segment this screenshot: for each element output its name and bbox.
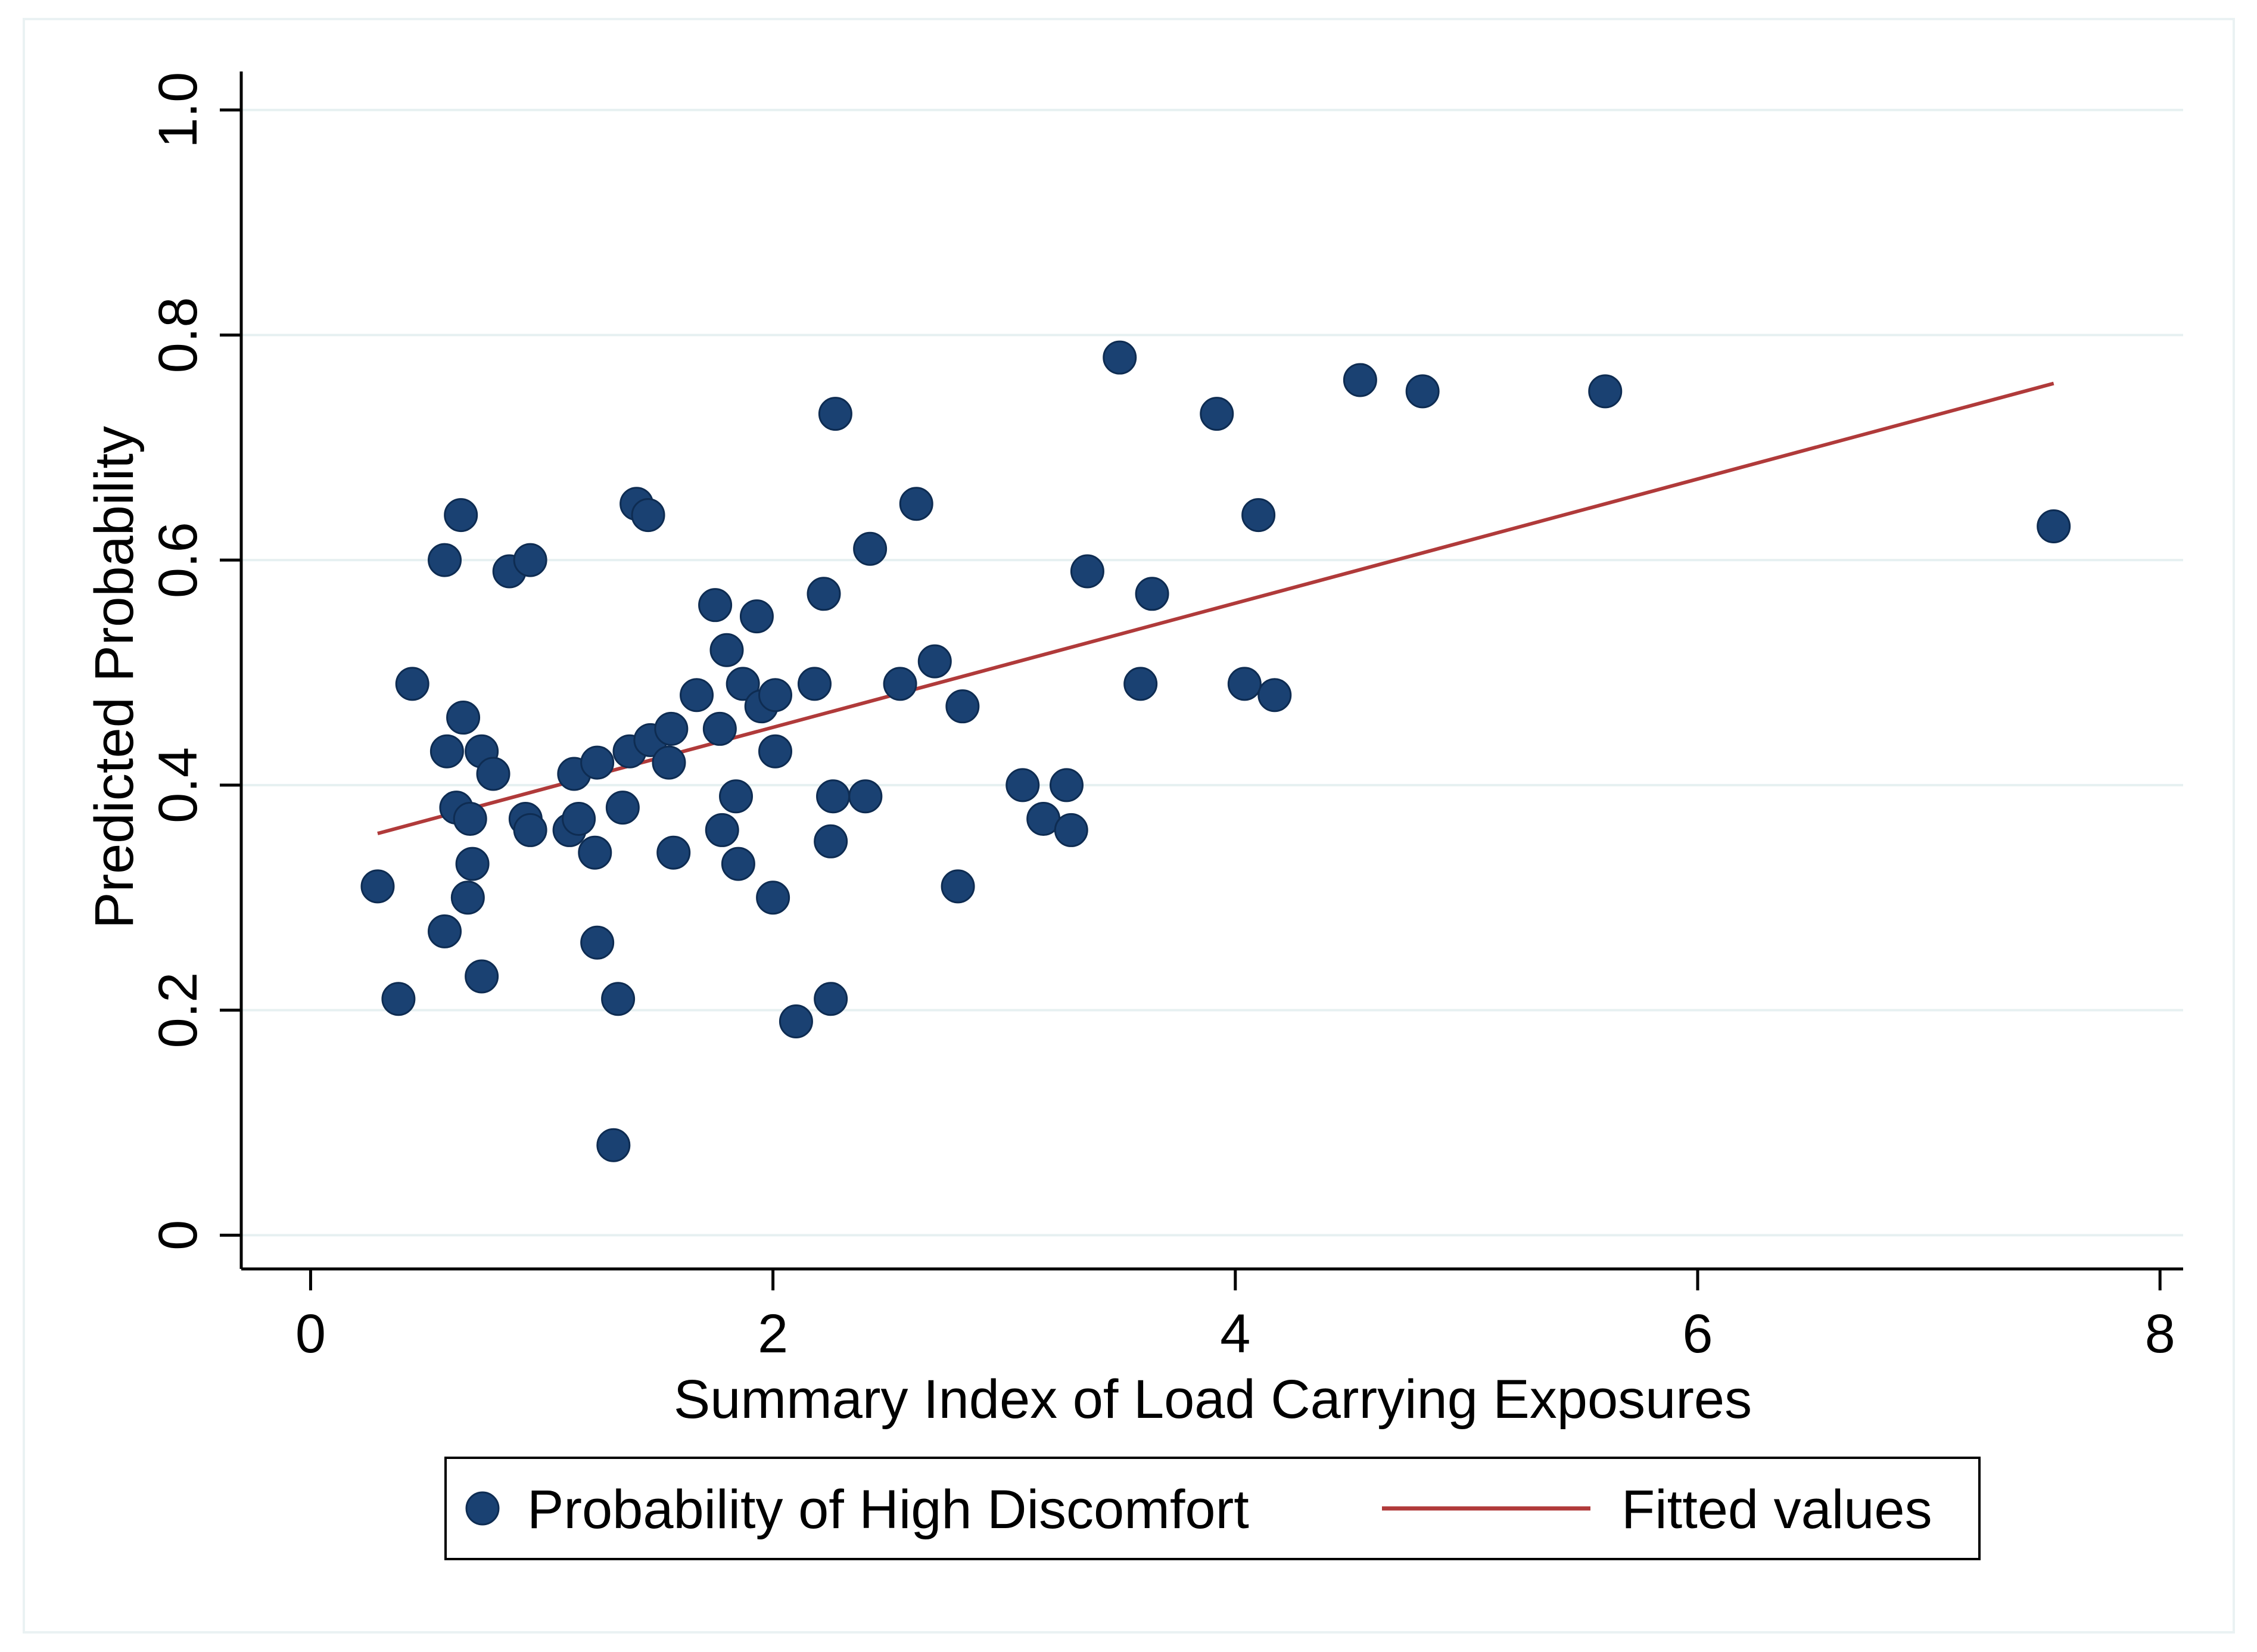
data-point-73 [1257,678,1292,713]
data-point-26 [601,982,636,1016]
data-point-43 [739,599,774,634]
data-point-48 [779,1004,813,1038]
data-point-27 [605,791,640,825]
data-point-2 [395,667,429,701]
x-axis-label: Summary Index of Load Carrying Exposures [674,1369,1752,1430]
data-point-36 [698,588,733,623]
chart-frame [23,18,2235,1634]
data-point-25 [596,1128,631,1162]
y-tick-label-3: 0.6 [148,522,208,598]
data-point-47 [758,734,792,769]
data-point-52 [814,982,848,1016]
legend-label-fit: Fitted values [1621,1479,1932,1540]
data-point-45 [756,881,790,915]
y-tick-label-0: 0 [148,1220,208,1250]
data-point-10 [453,802,487,836]
data-point-69 [1135,577,1169,611]
x-tick-label-0: 0 [295,1303,326,1364]
data-point-0 [360,869,395,904]
data-point-7 [444,498,478,533]
data-point-42 [726,667,760,701]
data-point-71 [1227,667,1262,701]
data-point-41 [721,847,755,881]
data-point-18 [513,543,547,577]
data-point-3 [428,543,462,577]
data-point-40 [719,779,754,814]
data-point-37 [702,711,737,746]
data-point-60 [941,869,975,904]
data-point-11 [455,847,490,881]
x-tick-label-1: 2 [758,1303,788,1364]
y-tick-label-5: 1.0 [148,72,208,148]
data-point-33 [654,711,689,746]
data-point-65 [1054,813,1088,847]
data-point-72 [1241,498,1276,533]
data-point-56 [853,531,888,566]
points-layer [360,340,2071,1162]
data-point-70 [1200,397,1234,431]
data-point-24 [580,925,615,960]
data-point-77 [2037,509,2071,543]
data-point-8 [446,701,481,735]
x-tick-label-2: 4 [1220,1303,1250,1364]
axis-labels: Summary Index of Load Carrying Exposures… [84,426,1752,1430]
data-point-66 [1070,554,1104,589]
data-point-64 [1050,768,1084,802]
y-axis-label: Predicted Probability [84,426,145,929]
data-point-68 [1123,667,1158,701]
data-point-30 [631,498,665,533]
data-point-50 [807,577,841,611]
data-point-39 [709,633,744,667]
data-point-59 [917,644,952,679]
data-point-49 [797,667,832,701]
data-point-17 [513,813,547,847]
data-point-4 [428,914,462,948]
legend-marker-points [465,1491,500,1526]
data-point-53 [816,779,851,814]
x-tick-label-3: 6 [1682,1303,1713,1364]
data-point-21 [562,802,596,836]
y-tick-label-1: 0.2 [148,972,208,1049]
gridlines [241,108,2183,1237]
y-tick-label-4: 0.8 [148,297,208,373]
data-point-5 [429,734,464,769]
data-point-75 [1405,374,1440,409]
data-point-54 [818,397,852,431]
legend: Probability of High Discomfort Fitted va… [444,1457,1981,1560]
legend-label-points: Probability of High Discomfort [527,1479,1249,1540]
data-point-38 [705,813,739,847]
data-point-67 [1103,340,1137,375]
data-point-46 [758,678,792,713]
data-point-61 [945,689,980,724]
data-point-58 [899,487,933,521]
data-point-55 [848,779,883,814]
legend-box [444,1457,1981,1560]
data-point-51 [814,824,848,858]
data-point-22 [578,835,612,870]
data-point-35 [680,678,714,713]
data-point-9 [450,881,485,915]
data-point-1 [381,982,416,1016]
data-point-23 [580,745,615,780]
data-point-74 [1343,363,1377,397]
data-point-13 [465,959,499,994]
data-point-76 [1588,374,1623,409]
data-point-62 [1005,768,1040,802]
data-point-14 [476,757,510,791]
data-point-57 [883,667,917,701]
data-point-32 [652,745,686,780]
y-tick-label-2: 0.4 [148,747,208,823]
axes: 0 0.2 0.4 0.6 0.8 1.0 0 2 4 6 8 [148,71,2183,1364]
x-tick-label-4: 8 [2145,1303,2175,1364]
data-point-34 [656,835,691,870]
